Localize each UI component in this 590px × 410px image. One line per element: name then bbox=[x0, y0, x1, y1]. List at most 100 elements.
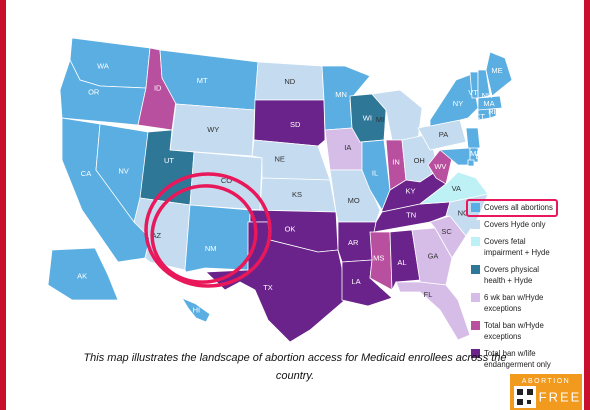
state-label: DE bbox=[485, 152, 495, 161]
state-label: OH bbox=[414, 156, 425, 165]
state-label: DC bbox=[476, 152, 487, 161]
legend: Covers all abortions Covers Hyde only Cove… bbox=[466, 199, 558, 369]
legend-label: exceptions bbox=[484, 332, 521, 341]
state-label: NM bbox=[205, 244, 217, 253]
state-label: NH bbox=[482, 91, 493, 100]
legend-label: exceptions bbox=[484, 304, 521, 313]
state-label: MD bbox=[470, 149, 482, 158]
state-label: LA bbox=[351, 277, 360, 286]
state bbox=[477, 69, 491, 99]
legend-swatch bbox=[471, 220, 480, 229]
state-label: WA bbox=[97, 62, 109, 71]
state-label: WI bbox=[363, 113, 372, 122]
frame-edge bbox=[0, 0, 6, 410]
legend-label: health + Hyde bbox=[484, 276, 532, 285]
state-label: NE bbox=[274, 155, 284, 164]
legend-label: Total ban w/Hyde bbox=[484, 321, 544, 330]
state bbox=[253, 99, 326, 147]
state bbox=[429, 215, 467, 259]
state bbox=[411, 227, 453, 286]
state-label: WV bbox=[434, 162, 446, 171]
state-label: IN bbox=[392, 157, 400, 166]
state-label: AZ bbox=[151, 231, 161, 240]
state-label: VT bbox=[468, 88, 478, 97]
state bbox=[427, 149, 453, 185]
state bbox=[395, 281, 471, 341]
state bbox=[389, 229, 421, 291]
legend-swatch bbox=[471, 203, 480, 212]
states bbox=[47, 37, 513, 343]
legend-swatch bbox=[471, 265, 480, 274]
state bbox=[485, 51, 513, 97]
legend-swatch bbox=[471, 321, 480, 330]
state-label: SC bbox=[441, 227, 452, 236]
state-label: NC bbox=[458, 209, 469, 218]
logo-text: FREE bbox=[539, 389, 582, 404]
state-label: KY bbox=[405, 186, 415, 195]
state bbox=[47, 247, 119, 301]
state-label: MS bbox=[373, 253, 384, 262]
caption: This map illustrates the landscape of ab… bbox=[83, 352, 506, 364]
highlight-circle bbox=[144, 172, 272, 288]
state-label: MO bbox=[348, 196, 360, 205]
state-label: MI bbox=[376, 115, 384, 124]
state-label: MA bbox=[483, 99, 494, 108]
state bbox=[369, 231, 393, 291]
state-label: NJ bbox=[481, 127, 490, 136]
state-label: ME bbox=[491, 66, 502, 75]
state-label: RI bbox=[488, 107, 496, 116]
state-labels: WA OR CA NV ID MT WY UT AZ CO NM ND SD NE KS OK TX MN IA MO… bbox=[77, 62, 502, 315]
state-label: OK bbox=[285, 225, 296, 234]
legend-swatch bbox=[471, 293, 480, 302]
state-label: CA bbox=[81, 169, 91, 178]
state-label: ID bbox=[154, 83, 162, 92]
legend-swatch bbox=[471, 349, 480, 358]
legend-label: endangerment only bbox=[484, 360, 551, 369]
caption: country. bbox=[276, 370, 314, 382]
state-label: TN bbox=[406, 211, 416, 220]
state bbox=[467, 159, 475, 167]
legend-highlight bbox=[466, 199, 558, 217]
state-label: CT bbox=[475, 112, 485, 121]
legend-label: impairment + Hyde bbox=[484, 248, 550, 257]
state-label: AK bbox=[77, 271, 87, 280]
state-label: UT bbox=[164, 156, 174, 165]
state-label: MN bbox=[335, 90, 347, 99]
logo-text: ABORTION bbox=[522, 378, 570, 385]
state-label: NV bbox=[118, 167, 128, 176]
state-label: AR bbox=[348, 238, 359, 247]
state-label: AL bbox=[397, 258, 406, 267]
state-label: MT bbox=[197, 76, 208, 85]
state bbox=[429, 73, 479, 127]
state-label: OR bbox=[88, 87, 100, 96]
state bbox=[477, 95, 503, 111]
state-label: TX bbox=[263, 283, 273, 292]
legend-label: Total ban w/life bbox=[484, 349, 536, 358]
state bbox=[181, 297, 211, 323]
legend-label: Covers fetal bbox=[484, 237, 526, 246]
legend-label: Covers all abortions bbox=[484, 203, 553, 212]
state-label: IA bbox=[344, 143, 351, 152]
state-label: NY bbox=[453, 99, 463, 108]
state bbox=[251, 139, 331, 181]
legend-label: Covers Hyde only bbox=[484, 220, 546, 229]
state-label: CO bbox=[221, 176, 232, 185]
legend-label: 6 wk ban w/Hyde bbox=[484, 293, 543, 302]
legend-swatch bbox=[471, 237, 480, 246]
state-label: KS bbox=[292, 190, 302, 199]
state-label: FL bbox=[424, 290, 433, 299]
state-label: GA bbox=[428, 252, 439, 261]
logo: ABORTION FREE bbox=[510, 374, 582, 410]
state bbox=[184, 204, 251, 273]
frame-edge bbox=[584, 0, 590, 410]
state-label: ND bbox=[284, 77, 295, 86]
state bbox=[159, 49, 259, 111]
state-label: HI bbox=[193, 306, 201, 315]
state-label: PA bbox=[439, 130, 448, 139]
state-label: SD bbox=[290, 120, 301, 129]
state bbox=[465, 127, 481, 149]
state-label: WY bbox=[207, 125, 219, 134]
state-label: VA bbox=[452, 184, 461, 193]
legend-label: Covers physical bbox=[484, 265, 539, 274]
